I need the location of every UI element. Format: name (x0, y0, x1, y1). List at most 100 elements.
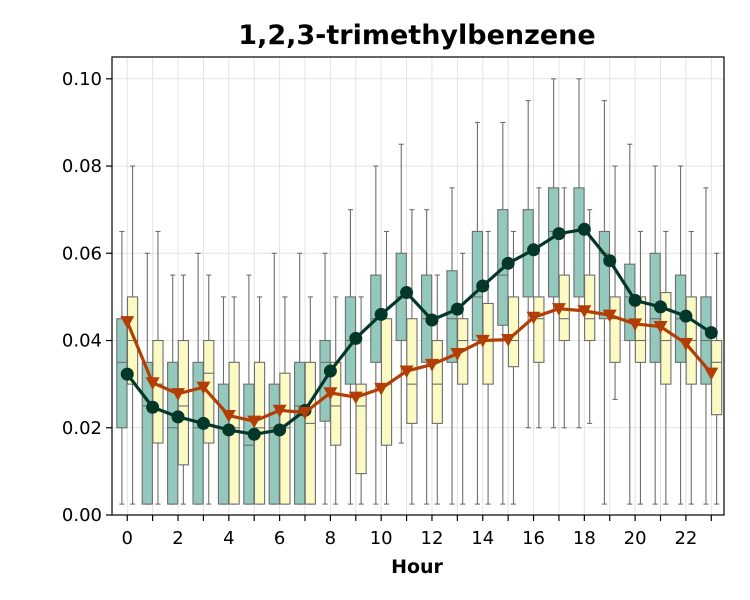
x-tick-label: 18 (573, 528, 596, 549)
y-tick-label: 0.10 (62, 69, 102, 90)
box-body (711, 339, 723, 416)
box-1-12 (431, 274, 443, 505)
box-0-15 (497, 121, 509, 505)
box-body (217, 383, 230, 505)
mean-point (450, 348, 465, 361)
mean-point (501, 334, 516, 347)
mean-point (628, 293, 642, 307)
box-body (660, 291, 672, 385)
box-1-11 (406, 209, 418, 505)
mean-point (450, 302, 464, 316)
mean-point (196, 381, 211, 395)
mean-point (552, 227, 566, 241)
mean-point (171, 388, 186, 401)
mean-point (247, 415, 262, 429)
box-0-0 (116, 230, 128, 505)
box-0-5 (243, 274, 255, 505)
box-body (634, 296, 647, 363)
mean-point (120, 316, 135, 329)
box-body (355, 383, 367, 475)
mean-point (171, 410, 185, 424)
y-tick-label: 0.00 (62, 505, 102, 526)
box-body (268, 383, 280, 505)
box-0-12 (421, 209, 433, 505)
mean-point (526, 311, 541, 325)
box-0-13 (446, 187, 458, 505)
mean-point (678, 337, 693, 351)
box-0-1 (141, 252, 153, 505)
y-tick-label: 0.02 (62, 418, 102, 439)
box-1-13 (457, 252, 469, 505)
box-1-7 (304, 296, 316, 505)
mean-point (196, 416, 210, 430)
mean-point (120, 367, 134, 381)
mean-line-0 (125, 227, 713, 436)
plot-frame (111, 56, 725, 516)
mean-point (653, 320, 668, 334)
mean-point (221, 409, 236, 423)
box-1-4 (228, 296, 240, 505)
box-1-5 (253, 296, 266, 505)
mean-point (374, 382, 389, 396)
box-1-0 (126, 165, 139, 505)
box-1-22 (685, 230, 697, 505)
mean-point (273, 423, 287, 437)
box-0-17 (547, 78, 560, 429)
mean-point (704, 326, 718, 340)
chart-title: 1,2,3-trimethylbenzene (238, 20, 595, 51)
x-tick-label: 10 (370, 528, 393, 549)
box-1-2 (177, 274, 189, 505)
y-tick-label: 0.04 (62, 331, 102, 352)
box-body (598, 230, 611, 320)
mean-point (374, 307, 388, 321)
box-1-1 (152, 230, 164, 505)
x-tick-label: 14 (471, 528, 494, 549)
x-axis-label: Hour (391, 556, 443, 578)
mean-point (425, 313, 439, 327)
box-0-19 (598, 100, 611, 505)
mean-lines (120, 222, 719, 441)
mean-point (551, 303, 566, 316)
mean-point (475, 334, 490, 348)
mean-point (577, 305, 592, 318)
mean-point (527, 243, 541, 257)
mean-point (577, 222, 591, 236)
box-body (431, 339, 443, 424)
box-1-23 (711, 252, 723, 505)
mean-point (501, 256, 515, 270)
y-axis: 0.00 0.02 0.04 0.06 0.08 0.10 (62, 69, 112, 526)
mean-point (222, 423, 236, 437)
mean-point (146, 400, 160, 414)
x-tick-label: 2 (172, 528, 183, 549)
box-body (573, 187, 585, 298)
x-tick-label: 0 (122, 528, 133, 549)
x-tick-label: 8 (325, 528, 336, 549)
box-body (533, 296, 545, 363)
box-body (294, 361, 306, 505)
box-body (279, 372, 291, 505)
mean-point (704, 367, 719, 381)
y-tick-label: 0.06 (62, 243, 102, 264)
x-tick-label: 4 (223, 528, 234, 549)
box-0-9 (344, 209, 357, 505)
x-axis: 0 2 4 6 8 10 12 14 16 18 20 22 (122, 515, 712, 549)
x-tick-label: 6 (274, 528, 285, 549)
box-1-15 (507, 230, 520, 505)
x-tick-label: 12 (421, 528, 444, 549)
x-tick-label: 16 (522, 528, 545, 549)
box-body (609, 296, 621, 363)
box-0-23 (700, 187, 712, 505)
box-body (177, 339, 189, 466)
box-0-6 (268, 252, 280, 505)
mean-point (679, 309, 693, 323)
box-0-21 (649, 165, 661, 505)
x-tick-label: 22 (674, 528, 697, 549)
box-0-7 (294, 252, 306, 505)
mean-point (476, 279, 490, 293)
mean-point (349, 331, 363, 345)
box-body (547, 187, 560, 298)
box-body (446, 270, 458, 363)
mean-point (602, 309, 617, 323)
box-0-18 (573, 78, 585, 429)
box-body (152, 339, 164, 444)
